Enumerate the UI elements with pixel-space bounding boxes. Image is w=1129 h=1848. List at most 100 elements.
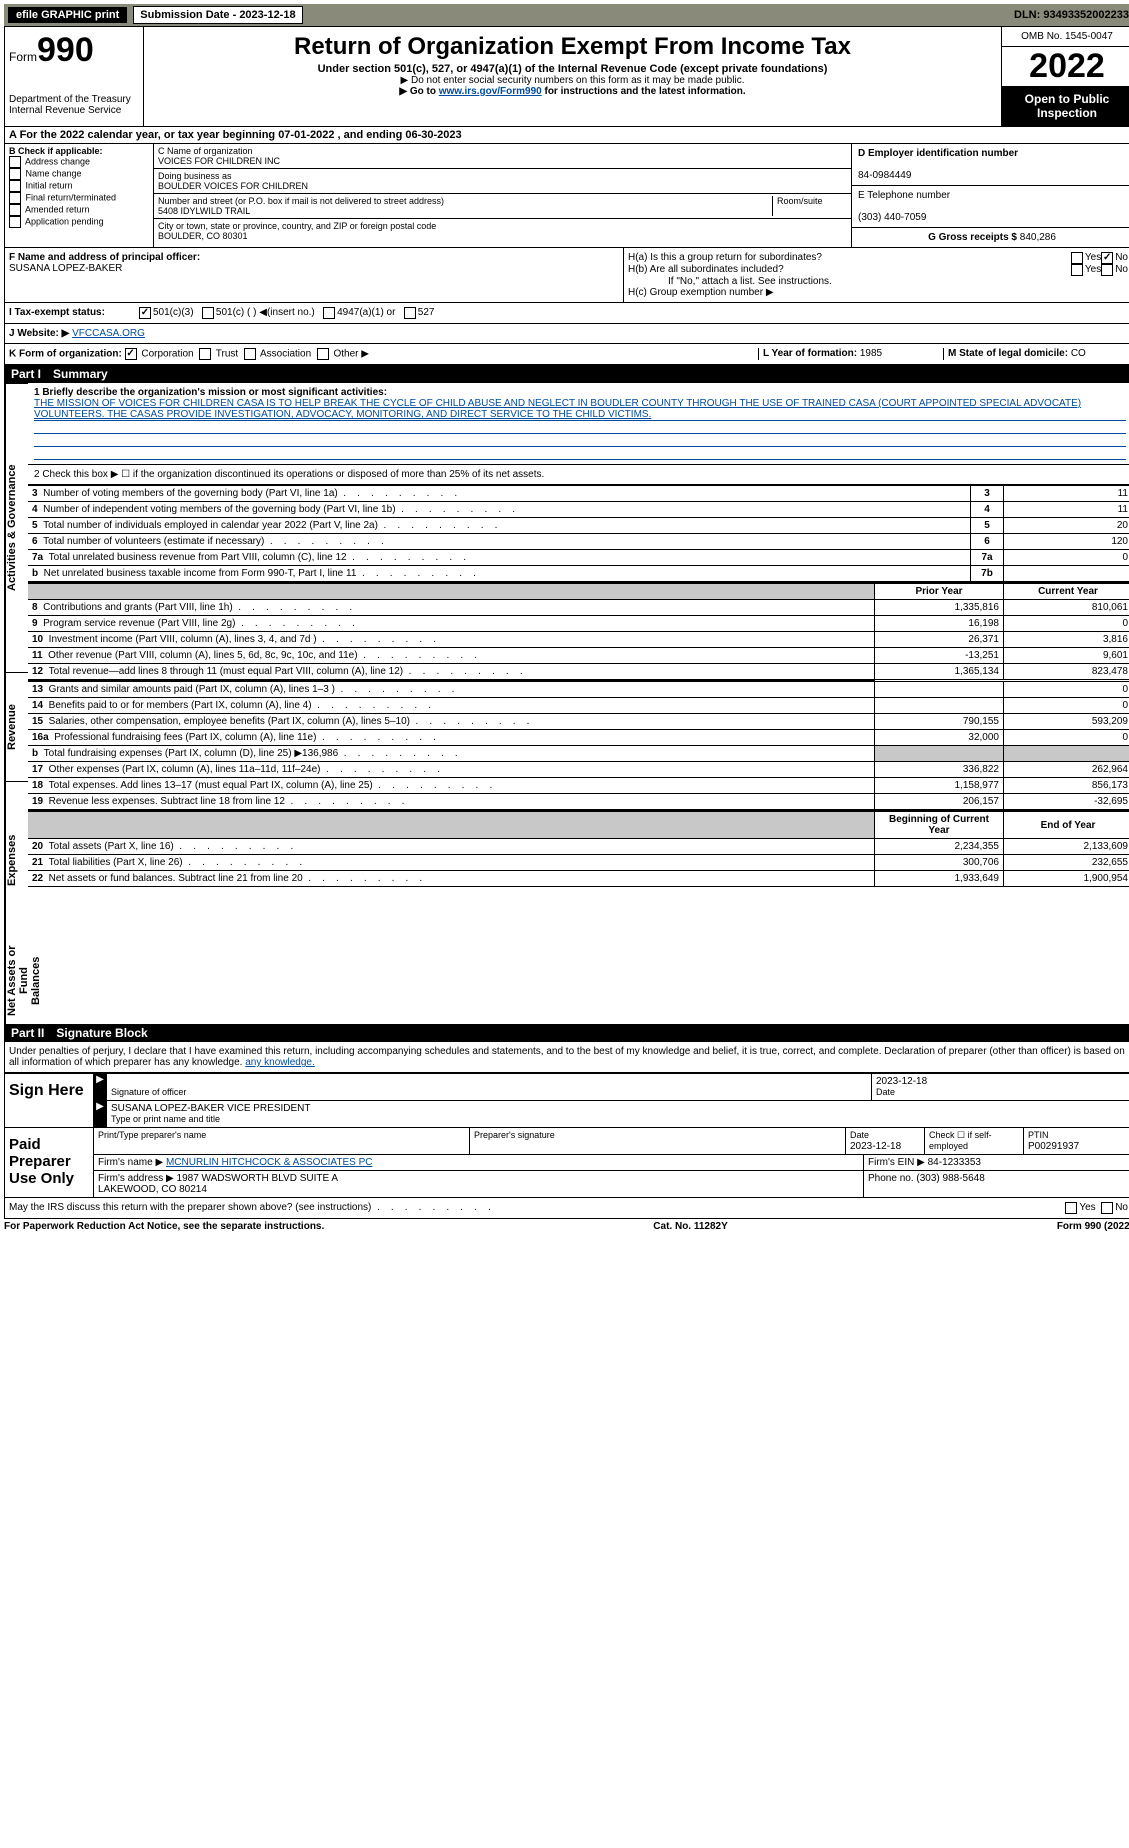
phone: (303) 440-7059 [858,212,926,223]
check-address[interactable] [9,156,21,168]
i-501c[interactable] [202,307,214,319]
discuss-yes[interactable] [1065,1202,1077,1214]
table-row: 13 Grants and similar amounts paid (Part… [28,681,1129,698]
phone-label: E Telephone number [858,190,950,201]
part1-header: Part ISummary [5,365,1129,383]
check-final[interactable] [9,192,21,204]
gross-label: G Gross receipts $ [928,232,1017,243]
table-row: 16a Professional fundraising fees (Part … [28,730,1129,746]
i-4947[interactable] [323,307,335,319]
governance-table: 3 Number of voting members of the govern… [28,485,1129,582]
year-formation: 1985 [860,348,882,359]
dba-name: BOULDER VOICES FOR CHILDREN [158,181,308,191]
submission-date: Submission Date - 2023-12-18 [133,6,302,24]
sign-date: 2023-12-18 [876,1076,927,1087]
ein-label: D Employer identification number [858,148,1018,159]
b-label: B Check if applicable: [9,146,103,156]
dept-treasury: Department of the Treasury [9,94,139,105]
city-label: City or town, state or province, country… [158,221,436,231]
section-f: F Name and address of principal officer:… [5,248,624,302]
check-pending[interactable] [9,216,21,228]
line-2: 2 Check this box ▶ ☐ if the organization… [28,465,1129,485]
table-row: 6 Total number of volunteers (estimate i… [28,534,1129,550]
check-amended[interactable] [9,204,21,216]
gross-receipts: 840,286 [1020,232,1056,243]
table-row: 19 Revenue less expenses. Subtract line … [28,794,1129,810]
website-link[interactable]: VFCCASA.ORG [72,328,145,339]
k-other[interactable] [317,348,329,360]
k-corp[interactable] [125,348,137,360]
ha-yes[interactable] [1071,252,1083,264]
officer-name: SUSANA LOPEZ-BAKER [9,263,122,274]
ssn-warning: ▶ Do not enter social security numbers o… [148,75,997,86]
firm-ein: 84-1233353 [928,1157,981,1168]
table-row: 15 Salaries, other compensation, employe… [28,714,1129,730]
table-row: 8 Contributions and grants (Part VIII, l… [28,600,1129,616]
city: BOULDER, CO 80301 [158,231,248,241]
table-row: 20 Total assets (Part X, line 16)2,234,3… [28,839,1129,855]
self-emp-check[interactable]: Check ☐ if self-employed [925,1128,1024,1154]
irs-link[interactable]: www.irs.gov/Form990 [439,86,542,97]
firm-phone: (303) 988-5648 [916,1173,984,1184]
table-row: b Net unrelated business taxable income … [28,566,1129,582]
c-name-label: C Name of organization [158,146,253,156]
state-domicile: CO [1071,348,1086,359]
section-b: B Check if applicable: Address change Na… [5,144,154,247]
i-527[interactable] [404,307,416,319]
dln: DLN: 93493352002233 [1014,9,1129,21]
table-row: 4 Number of independent voting members o… [28,502,1129,518]
ha-no[interactable] [1101,252,1113,264]
table-row: 18 Total expenses. Add lines 13–17 (must… [28,778,1129,794]
section-c: C Name of organization VOICES FOR CHILDR… [154,144,852,247]
penalties-text: Under penalties of perjury, I declare th… [5,1042,1129,1073]
arrow-icon: ▶ [94,1074,107,1100]
line-klm: K Form of organization: Corporation Trus… [5,344,1129,365]
ptin: P00291937 [1028,1141,1079,1152]
k-assoc[interactable] [244,348,256,360]
paid-preparer-label: Paid Preparer Use Only [5,1128,94,1197]
discuss-line: May the IRS discuss this return with the… [5,1197,1129,1218]
table-row: 17 Other expenses (Part IX, column (A), … [28,762,1129,778]
table-row: 11 Other revenue (Part VIII, column (A),… [28,648,1129,664]
check-name[interactable] [9,168,21,180]
table-row: 12 Total revenue—add lines 8 through 11 … [28,664,1129,680]
firm-name-link[interactable]: MCNURLIN HITCHCOCK & ASSOCIATES PC [166,1157,373,1168]
street: 5408 IDYLWILD TRAIL [158,206,250,216]
street-label: Number and street (or P.O. box if mail i… [158,196,444,206]
hb-yes[interactable] [1071,264,1083,276]
dba-label: Doing business as [158,171,232,181]
section-h: H(a) Is this a group return for subordin… [624,248,1129,302]
table-row: 7a Total unrelated business revenue from… [28,550,1129,566]
form-title: Return of Organization Exempt From Incom… [148,33,997,61]
section-deg: D Employer identification number 84-0984… [852,144,1129,247]
discuss-no[interactable] [1101,1202,1113,1214]
vtab-governance: Activities & Governance [5,383,28,672]
table-row: 14 Benefits paid to or for members (Part… [28,698,1129,714]
net-table: Beginning of Current YearEnd of Year 20 … [28,810,1129,887]
form-header: Form990 Department of the Treasury Inter… [5,27,1129,127]
sign-here-label: Sign Here [5,1074,94,1127]
hb-no[interactable] [1101,264,1113,276]
line-a: A For the 2022 calendar year, or tax yea… [5,127,1129,144]
goto-line: ▶ Go to www.irs.gov/Form990 for instruct… [148,86,997,97]
room-label: Room/suite [773,196,847,216]
irs-label: Internal Revenue Service [9,105,139,116]
k-trust[interactable] [199,348,211,360]
vtab-expenses: Expenses [5,781,28,938]
table-row: 5 Total number of individuals employed i… [28,518,1129,534]
table-row: b Total fundraising expenses (Part IX, c… [28,746,1129,762]
top-bar: efile GRAPHIC print Submission Date - 20… [4,4,1129,26]
table-row: 22 Net assets or fund balances. Subtract… [28,871,1129,887]
org-name: VOICES FOR CHILDREN INC [158,156,280,166]
table-row: 9 Program service revenue (Part VIII, li… [28,616,1129,632]
officer-print-name: SUSANA LOPEZ-BAKER VICE PRESIDENT [111,1103,311,1114]
omb-number: OMB No. 1545-0047 [1002,27,1129,47]
line-j: J Website: ▶ VFCCASA.ORG [5,324,1129,344]
vtab-revenue: Revenue [5,672,28,781]
knowledge-link[interactable]: any knowledge. [245,1057,315,1068]
ein: 84-0984449 [858,170,911,181]
i-501c3[interactable] [139,307,151,319]
part2-header: Part IISignature Block [5,1024,1129,1042]
expenses-table: 13 Grants and similar amounts paid (Part… [28,680,1129,810]
check-initial[interactable] [9,180,21,192]
